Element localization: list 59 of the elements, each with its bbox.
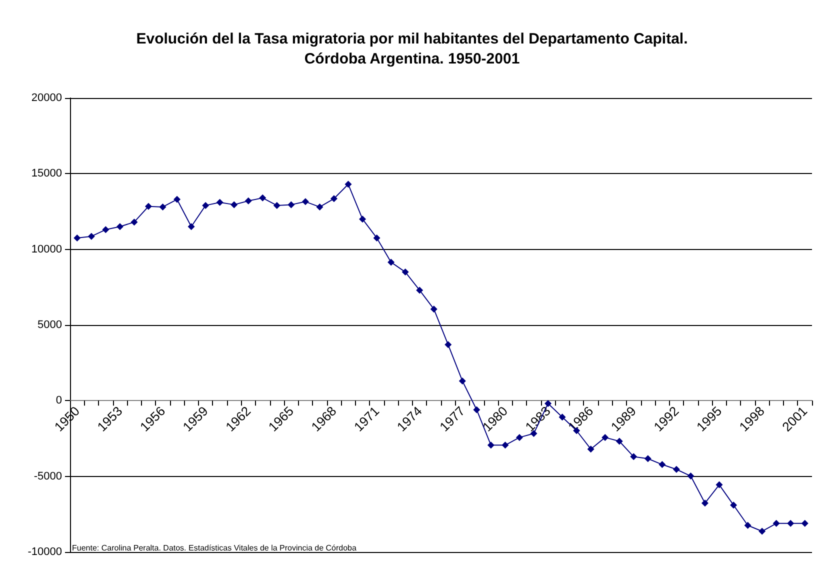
- point: [502, 442, 509, 449]
- point: [373, 234, 380, 242]
- point: [316, 203, 324, 210]
- point: [701, 500, 708, 507]
- point: [102, 226, 110, 234]
- point: [430, 306, 438, 313]
- point: [302, 198, 309, 206]
- point: [516, 434, 523, 441]
- point: [259, 194, 266, 202]
- point: [630, 453, 638, 460]
- point: [144, 202, 152, 210]
- y-tick-label: 15000: [31, 168, 62, 180]
- point: [801, 520, 808, 527]
- point: [558, 414, 566, 421]
- point: [473, 406, 480, 414]
- point: [244, 197, 252, 204]
- point: [444, 341, 452, 348]
- point: [359, 216, 366, 223]
- y-tick-label: -10000: [28, 546, 62, 558]
- point: [758, 528, 766, 535]
- point: [216, 198, 224, 206]
- point: [644, 455, 652, 462]
- point: [388, 258, 395, 266]
- chart-title: Evolución del la Tasa migratoria por mil habitantes del Departamento Capital. Córdoba Argentina. 1950-2001: [136, 30, 688, 68]
- point: [487, 442, 494, 449]
- point: [174, 196, 181, 203]
- point: [130, 218, 138, 226]
- point: [116, 223, 124, 230]
- point: [587, 446, 594, 453]
- point: [273, 202, 280, 209]
- point: [288, 201, 295, 208]
- point: [188, 223, 195, 230]
- point: [330, 195, 338, 202]
- point: [787, 520, 794, 527]
- point: [544, 400, 552, 408]
- point: [344, 180, 352, 188]
- point: [402, 268, 409, 276]
- point: [202, 202, 210, 209]
- point: [74, 234, 81, 242]
- point: [658, 461, 666, 468]
- y-tick-label: 10000: [31, 243, 62, 256]
- point: [730, 502, 738, 509]
- y-tick-label: 20000: [31, 92, 62, 104]
- y-tick-label: -5000: [34, 470, 62, 482]
- y-tick-label: 0: [56, 394, 62, 407]
- point: [602, 434, 609, 441]
- point: [772, 520, 780, 527]
- point: [88, 232, 95, 240]
- point: [744, 522, 752, 529]
- y-tick-label: 5000: [38, 319, 62, 331]
- annotation: Fuente: Carolina Peralta. Datos. Estadísticas Vitales de la Provincia de Córdoba: [72, 544, 357, 552]
- point: [716, 481, 723, 488]
- point: [458, 377, 466, 384]
- point: [416, 286, 424, 294]
- point: [616, 438, 623, 445]
- point: [687, 472, 694, 480]
- point: [159, 203, 166, 210]
- point: [230, 201, 238, 208]
- point: [672, 466, 680, 473]
